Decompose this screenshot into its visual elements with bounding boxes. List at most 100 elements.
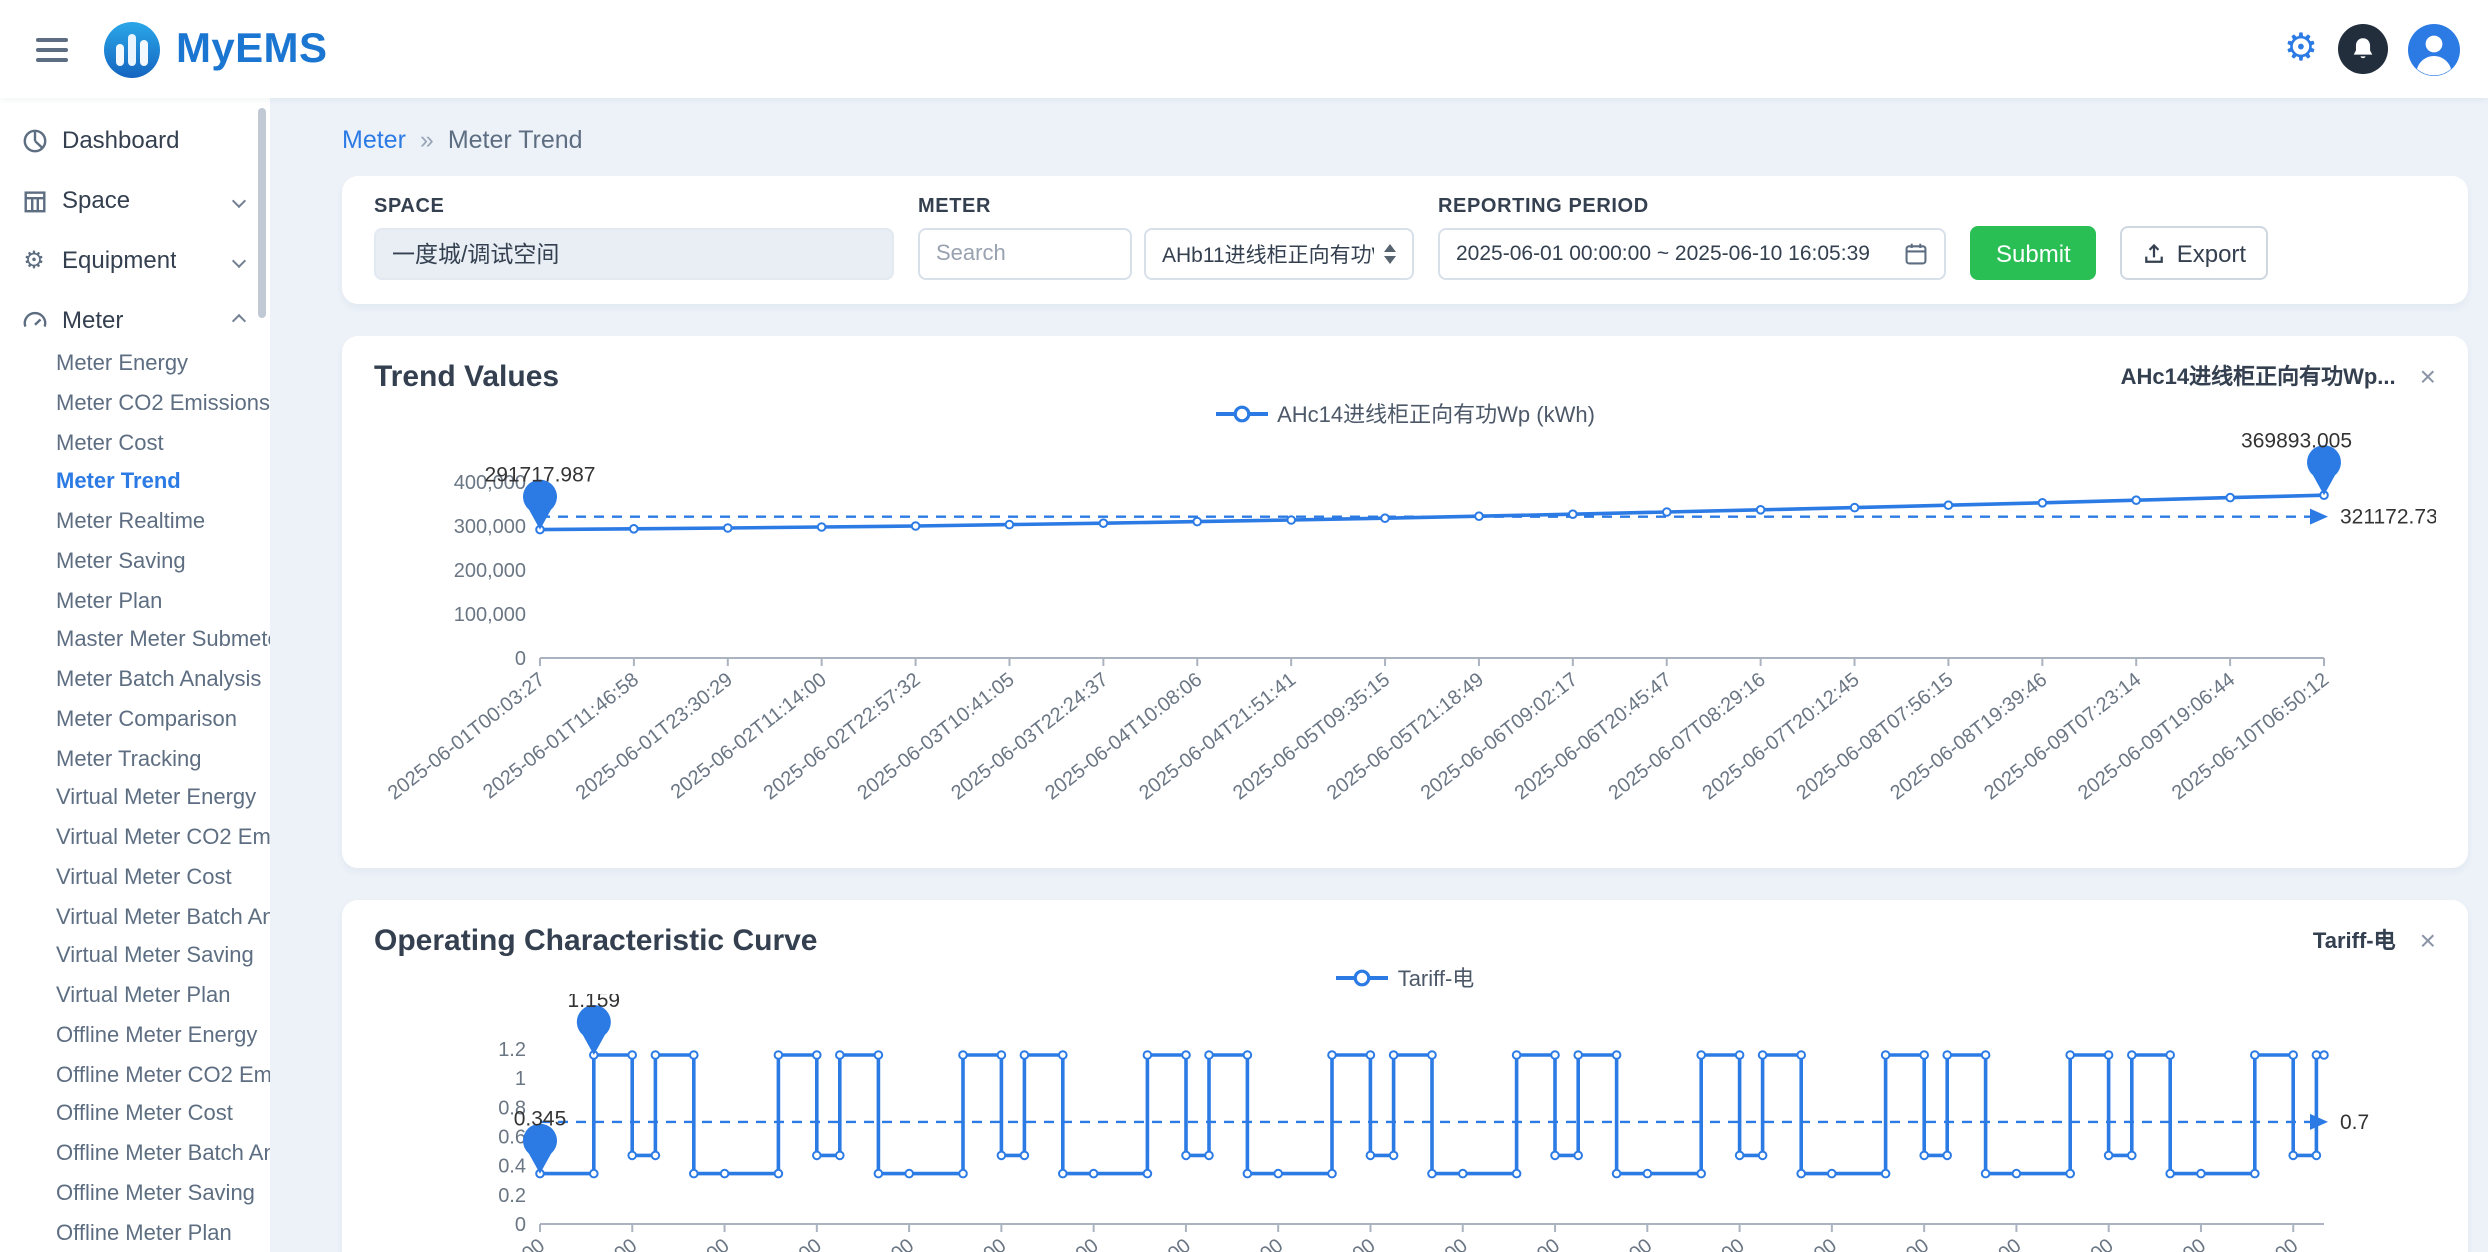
sidebar-subitem[interactable]: Meter Realtime: [0, 504, 270, 544]
legend-line-marker-icon: [1336, 968, 1388, 988]
space-filter-group: SPACE: [374, 196, 894, 280]
myems-app: MyEMS ⚙ Dashboar: [0, 0, 2488, 1252]
bell-glyph-icon: [2350, 36, 2376, 62]
sidebar-item-label: Meter: [62, 306, 123, 334]
sidebar-item-dashboard[interactable]: Dashboard: [0, 114, 270, 166]
sidebar-item-space[interactable]: Space: [0, 174, 270, 226]
sidebar-subitem[interactable]: Meter Cost: [0, 425, 270, 465]
svg-text:2025-06-07T12:00:00: 2025-06-07T12:00:00: [1584, 1235, 1749, 1252]
sidebar-item-label: Dashboard: [62, 126, 179, 154]
submit-button[interactable]: Submit: [1970, 226, 2097, 280]
svg-text:300,000: 300,000: [454, 516, 526, 538]
sidebar: Dashboard Space ⚙ Equipment Meter Meter …: [0, 98, 270, 1252]
meter-select[interactable]: AHb11进线柜正向有功Wp: [1144, 228, 1414, 280]
select-arrows-icon: [1384, 244, 1396, 264]
sidebar-subitem[interactable]: Offline Meter Batch Analysis: [0, 1136, 270, 1176]
reporting-period-input[interactable]: 2025-06-01 00:00:00 ~ 2025-06-10 16:05:3…: [1438, 228, 1946, 280]
trend-chart-legend[interactable]: AHc14进线柜正向有功Wp (kWh): [374, 398, 2436, 430]
brand-link[interactable]: MyEMS: [102, 19, 327, 79]
space-input[interactable]: [374, 228, 894, 280]
chevron-down-icon: [232, 253, 246, 267]
sidebar-subitem[interactable]: Meter Saving: [0, 544, 270, 584]
svg-text:2025-06-10T00:00:00: 2025-06-10T00:00:00: [2045, 1235, 2210, 1252]
notifications-bell-icon[interactable]: [2338, 24, 2388, 74]
occ-step-chart[interactable]: 00.20.40.60.811.22025-06-01T00:00:002025…: [374, 994, 2436, 1252]
sidebar-subitem[interactable]: Meter Plan: [0, 583, 270, 623]
sidebar-subitem[interactable]: Offline Meter CO2 Emissions: [0, 1057, 270, 1097]
svg-text:2025-06-10T12:00:00: 2025-06-10T12:00:00: [2137, 1235, 2302, 1252]
sidebar-subitem[interactable]: Virtual Meter Batch Analysis: [0, 899, 270, 939]
filter-card: SPACE METER AHb11进线柜正向有功Wp REPORTING PER…: [342, 176, 2468, 304]
svg-text:2025-06-04T12:00:00: 2025-06-04T12:00:00: [1030, 1235, 1195, 1252]
sidebar-subitem[interactable]: Virtual Meter Plan: [0, 978, 270, 1018]
svg-text:2025-06-01T23:30:29: 2025-06-01T23:30:29: [572, 669, 737, 805]
sidebar-subitem[interactable]: Virtual Meter CO2 Emissions: [0, 820, 270, 860]
svg-text:2025-06-03T12:00:00: 2025-06-03T12:00:00: [845, 1235, 1010, 1252]
svg-text:2025-06-08T19:39:46: 2025-06-08T19:39:46: [1886, 669, 2051, 805]
user-avatar-icon[interactable]: [2408, 23, 2460, 75]
breadcrumb-meter-link[interactable]: Meter: [342, 126, 406, 154]
svg-text:2025-06-09T12:00:00: 2025-06-09T12:00:00: [1953, 1235, 2118, 1252]
svg-text:2025-06-06T20:45:47: 2025-06-06T20:45:47: [1511, 669, 1676, 805]
svg-text:2025-06-06T12:00:00: 2025-06-06T12:00:00: [1399, 1235, 1564, 1252]
close-icon[interactable]: ×: [2420, 926, 2436, 954]
svg-text:0.4: 0.4: [498, 1156, 526, 1178]
svg-text:2025-06-08T00:00:00: 2025-06-08T00:00:00: [1676, 1235, 1841, 1252]
svg-text:2025-06-05T00:00:00: 2025-06-05T00:00:00: [1122, 1235, 1287, 1252]
svg-text:2025-06-01T00:03:27: 2025-06-01T00:03:27: [384, 669, 549, 805]
sidebar-subitem[interactable]: Virtual Meter Saving: [0, 939, 270, 979]
sidebar-subitem[interactable]: Meter CO2 Emissions: [0, 386, 270, 426]
hamburger-menu-icon[interactable]: [28, 29, 76, 69]
svg-text:2025-06-02T11:14:00: 2025-06-02T11:14:00: [667, 669, 831, 804]
export-button[interactable]: Export: [2121, 226, 2268, 280]
sidebar-subitem[interactable]: Meter Comparison: [0, 702, 270, 742]
avatar-glyph-icon: [2408, 23, 2460, 75]
export-button-label: Export: [2177, 239, 2246, 267]
reporting-period-label: REPORTING PERIOD: [1438, 196, 1946, 218]
svg-text:2025-06-03T00:00:00: 2025-06-03T00:00:00: [753, 1235, 918, 1252]
svg-text:1.2: 1.2: [498, 1039, 526, 1061]
sidebar-subitem[interactable]: Meter Tracking: [0, 741, 270, 781]
chevron-up-icon: [232, 313, 246, 327]
trend-line-chart[interactable]: 0100,000200,000300,000400,0002025-06-01T…: [374, 430, 2436, 840]
svg-text:2025-06-06T00:00:00: 2025-06-06T00:00:00: [1307, 1235, 1472, 1252]
legend-label: AHc14进线柜正向有功Wp (kWh): [1277, 398, 1595, 430]
meter-select-value: AHb11进线柜正向有功Wp: [1162, 239, 1374, 269]
occ-chart-legend[interactable]: Tariff-电: [374, 962, 2436, 994]
main-content: Meter » Meter Trend SPACE METER AHb11进线柜…: [270, 98, 2488, 1252]
svg-text:0.345: 0.345: [514, 1108, 567, 1131]
sidebar-subitem[interactable]: Master Meter Submeters Balance: [0, 623, 270, 663]
sidebar-subitem[interactable]: Offline Meter Plan: [0, 1215, 270, 1252]
svg-text:2025-06-02T22:57:32: 2025-06-02T22:57:32: [760, 669, 925, 805]
svg-text:2025-06-09T19:06:44: 2025-06-09T19:06:44: [2074, 669, 2239, 805]
myems-logo-icon: [102, 19, 162, 79]
sidebar-subitem[interactable]: Offline Meter Saving: [0, 1176, 270, 1216]
occ-card-title: Operating Characteristic Curve: [374, 924, 818, 958]
sidebar-subitem[interactable]: Offline Meter Energy: [0, 1018, 270, 1058]
sidebar-item-meter[interactable]: Meter: [0, 294, 270, 346]
sidebar-item-equipment[interactable]: ⚙ Equipment: [0, 234, 270, 286]
sidebar-scrollbar[interactable]: [258, 108, 266, 318]
sidebar-subitem[interactable]: Virtual Meter Cost: [0, 860, 270, 900]
chevron-down-icon: [232, 193, 246, 207]
sidebar-item-label: Equipment: [62, 246, 177, 274]
sidebar-subitem[interactable]: Meter Trend: [0, 465, 270, 505]
sidebar-subitem[interactable]: Virtual Meter Energy: [0, 781, 270, 821]
svg-text:2025-06-02T00:00:00: 2025-06-02T00:00:00: [568, 1235, 733, 1252]
building-icon: [20, 187, 48, 213]
sidebar-subitem[interactable]: Offline Meter Cost: [0, 1097, 270, 1137]
svg-text:0: 0: [515, 1214, 526, 1236]
svg-text:2025-06-04T21:51:41: 2025-06-04T21:51:41: [1135, 669, 1300, 805]
close-icon[interactable]: ×: [2420, 362, 2436, 390]
svg-text:2025-06-07T20:12:45: 2025-06-07T20:12:45: [1698, 669, 1863, 805]
legend-line-marker-icon: [1215, 404, 1267, 424]
sidebar-subitem[interactable]: Meter Batch Analysis: [0, 662, 270, 702]
svg-text:2025-06-07T00:00:00: 2025-06-07T00:00:00: [1491, 1235, 1656, 1252]
meter-search-input[interactable]: [918, 228, 1132, 280]
settings-gear-icon[interactable]: ⚙: [2284, 30, 2318, 68]
equipment-gear-icon: ⚙: [20, 248, 48, 272]
sidebar-subitem[interactable]: Meter Energy: [0, 346, 270, 386]
sidebar-item-label: Space: [62, 186, 130, 214]
svg-text:2025-06-01T12:00:00: 2025-06-01T12:00:00: [476, 1235, 641, 1252]
svg-text:2025-06-04T10:08:06: 2025-06-04T10:08:06: [1041, 669, 1206, 805]
